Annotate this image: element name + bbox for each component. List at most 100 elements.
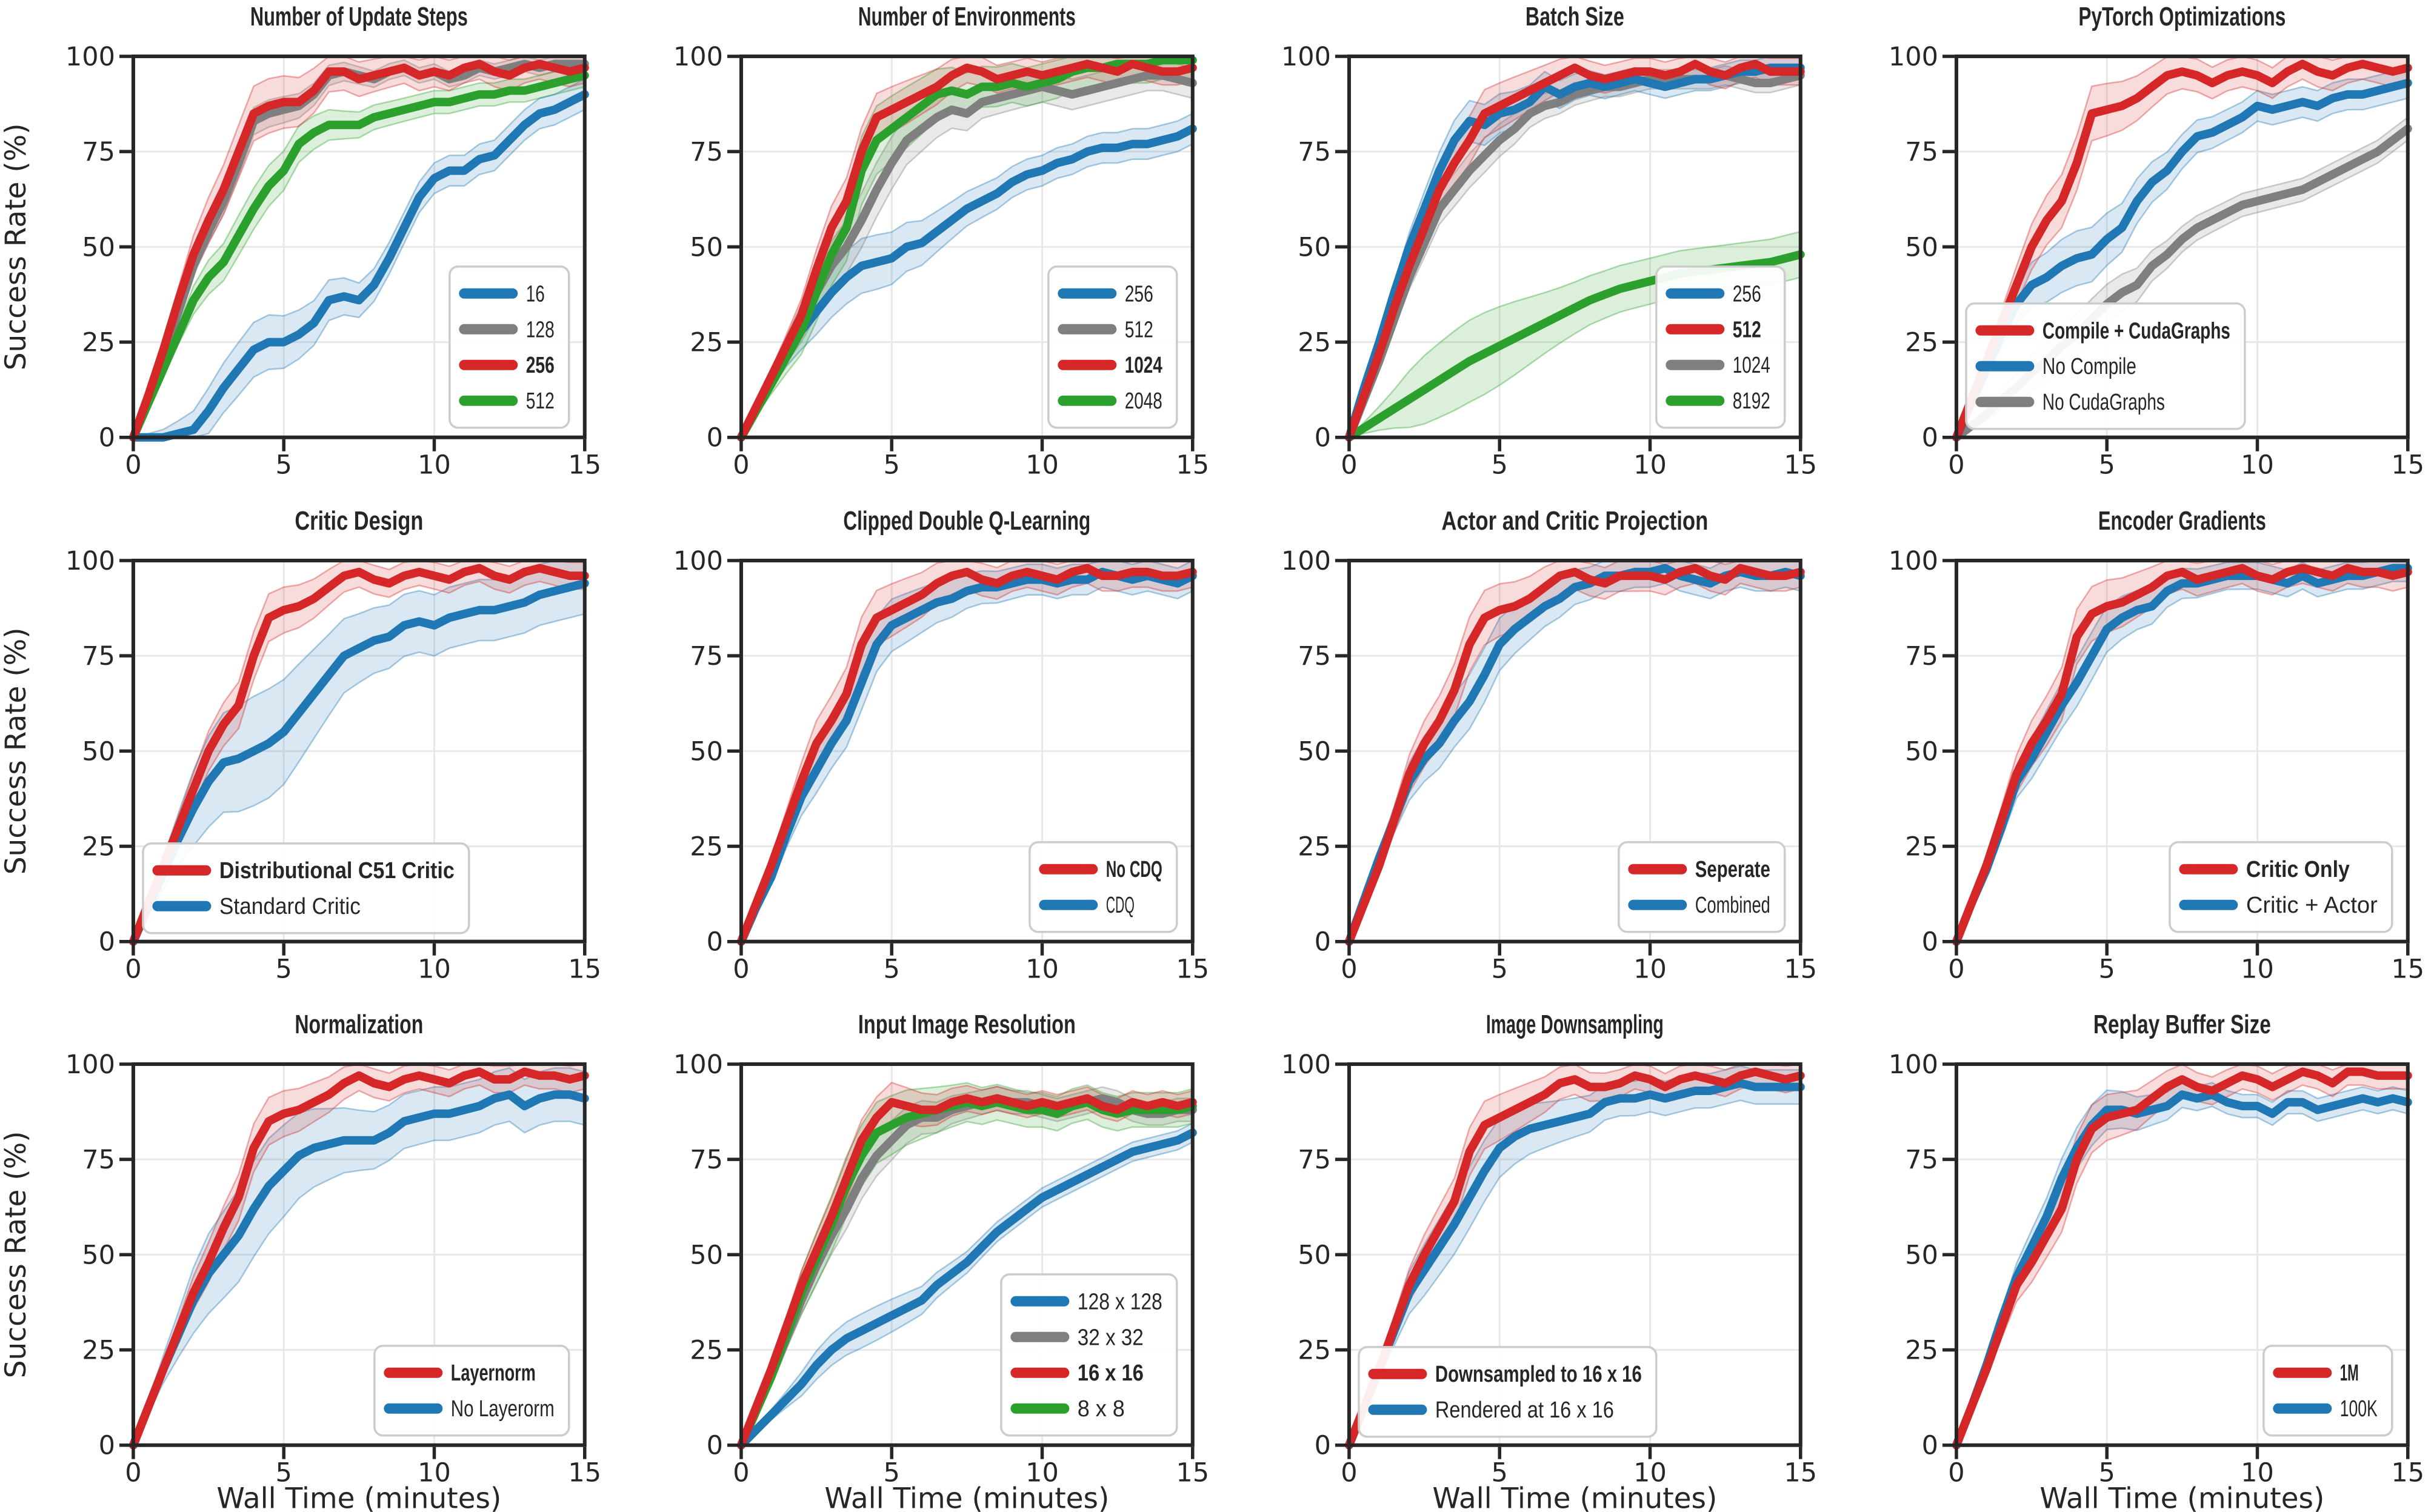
series-line-128-x-128: [736, 1128, 1197, 1450]
legend: Layernorm No Layerorm: [373, 1345, 570, 1437]
y-tick-label: 0: [706, 423, 722, 453]
legend-label: 1024: [1732, 353, 1770, 378]
y-tick-label: 75: [82, 641, 115, 671]
legend-box: [999, 1273, 1178, 1437]
legend: 128 x 128 32 x 32 16 x 16 8 x 8: [999, 1273, 1178, 1437]
x-tick-label: 15: [2392, 450, 2425, 481]
x-tick-label: 10: [2241, 450, 2274, 481]
y-tick-label: 0: [99, 423, 115, 453]
x-tick-label: 5: [2099, 954, 2115, 984]
legend-label: CDQ: [1106, 893, 1135, 918]
y-tick-label: 100: [1281, 1050, 1330, 1080]
plot-frame: [739, 54, 1195, 439]
x-tick-label: 10: [1025, 1458, 1059, 1488]
legend-label: 512: [1732, 317, 1761, 342]
legend-box: [2169, 841, 2393, 933]
y-tick-label: 50: [1298, 1241, 1331, 1271]
series-band-edge-lower: [132, 86, 585, 438]
legend-label: 256: [526, 353, 555, 378]
y-tick-label: 0: [1314, 1431, 1330, 1461]
series-band-edge-lower: [1956, 580, 2409, 942]
legend-label: 16: [526, 281, 545, 307]
y-tick-label: 0: [706, 1431, 722, 1461]
y-tick-label: 0: [99, 1431, 115, 1461]
y-tick-label: 50: [690, 232, 723, 262]
series-band-edge-upper: [132, 55, 585, 438]
y-tick-label: 100: [1281, 546, 1330, 576]
legend-box: [1965, 302, 2246, 430]
x-tick-label: 0: [733, 1458, 749, 1488]
x-tick-label: 10: [1633, 450, 1667, 481]
y-tick-label: 50: [82, 736, 115, 767]
legend: Compile + CudaGraphs No Compile No CudaGra…: [1965, 302, 2246, 430]
x-axis-label: Wall Time (minutes): [2040, 1482, 2325, 1512]
legend-label: Standard Critic: [219, 894, 361, 919]
y-tick-label: 75: [690, 1145, 723, 1175]
legend-label: 32 x 32: [1078, 1325, 1144, 1351]
chart-title: Input Image Resolution: [858, 1010, 1076, 1039]
legend-label: 2048: [1125, 388, 1162, 414]
legend: 256 512 1024 8192: [1655, 265, 1786, 429]
y-tick-label: 50: [690, 1241, 723, 1271]
y-tick-label: 25: [690, 1336, 723, 1366]
series-line-compile-cudagraphs: [1952, 59, 2413, 442]
y-tick-label: 25: [1298, 328, 1331, 358]
legend-box: [2263, 1345, 2393, 1437]
legend-label: 1024: [1125, 353, 1162, 378]
series-band-edge-lower: [1348, 582, 1801, 942]
y-tick-label: 100: [1889, 1050, 1938, 1080]
chart-pytorch-optimizations: 0 5 10 15 0 25 50 75 100 PyTorch Optimizations Com…: [1889, 2, 2425, 481]
x-tick-label: 15: [568, 450, 601, 481]
y-tick-label: 50: [82, 1241, 115, 1271]
y-tick-label: 50: [1906, 1241, 1939, 1271]
x-axis-label: Wall Time (minutes): [216, 1482, 501, 1512]
series-band-edge-upper: [740, 1082, 1193, 1446]
y-axis-label: Success Rate (%): [0, 123, 33, 370]
series-line-512: [1344, 59, 1805, 442]
x-tick-label: 10: [418, 450, 451, 481]
y-tick-label: 50: [1298, 736, 1331, 767]
subplot-clipped-double-q-learning: 0 5 10 15 0 25 50 75 100 Clipped Double Q-Learnin…: [608, 504, 1216, 1008]
x-tick-label: 0: [733, 450, 749, 481]
series-band-downsampled-to-16-x-16: [1349, 1064, 1801, 1446]
chart-title: Critic Design: [295, 506, 423, 536]
legend-label: No Compile: [2043, 354, 2136, 379]
chart-title: Batch Size: [1525, 2, 1624, 32]
x-tick-label: 0: [1949, 954, 1965, 984]
y-tick-label: 25: [690, 831, 723, 862]
y-tick-label: 100: [1889, 42, 1938, 72]
chart-title: Actor and Critic Projection: [1441, 506, 1708, 536]
legend-label: No CudaGraphs: [2043, 390, 2165, 415]
y-tick-label: 75: [1298, 1145, 1331, 1175]
x-tick-label: 0: [125, 1458, 141, 1488]
legend-label: 256: [1125, 281, 1153, 307]
legend-label: 16 x 16: [1078, 1361, 1144, 1387]
y-tick-label: 50: [82, 232, 115, 262]
x-tick-label: 5: [276, 450, 292, 481]
legend-label: 128: [526, 317, 555, 342]
legend: Distributional C51 Critic Standard Critic: [142, 842, 470, 934]
x-tick-label: 15: [2392, 1458, 2425, 1488]
subplot-actor-and-critic-projection: 0 5 10 15 0 25 50 75 100 Actor and Critic Project…: [1216, 504, 1824, 1008]
series-band-no-compile: [1956, 67, 2409, 438]
x-tick-label: 15: [568, 1458, 601, 1488]
plot-frame: [1955, 558, 2410, 944]
x-tick-label: 10: [1025, 954, 1059, 984]
x-tick-label: 15: [568, 954, 601, 984]
y-tick-label: 50: [690, 736, 723, 767]
subplot-number-of-environments: 0 5 10 15 0 25 50 75 100 Number of Environments 25…: [608, 0, 1216, 504]
chart-image-downsampling: 0 5 10 15 0 25 50 75 100 Image Downsampling Wall T…: [1281, 1010, 1816, 1512]
legend-label: Compile + CudaGraphs: [2043, 318, 2230, 344]
plot-frame: [131, 54, 587, 439]
y-tick-label: 25: [82, 1336, 115, 1366]
legend-box: [1357, 1346, 1658, 1438]
subplot-pytorch-optimizations: 0 5 10 15 0 25 50 75 100 PyTorch Optimizations Com…: [1823, 0, 2431, 504]
legend-box: [1047, 265, 1178, 429]
subplot-critic-design: 0 5 10 15 0 25 50 75 100 Critic Design Success Rat…: [0, 504, 608, 1008]
legend-box: [1028, 841, 1178, 933]
chart-title: Number of Update Steps: [250, 2, 468, 32]
plot-frame: [131, 1062, 587, 1448]
series-band-edge-lower: [1348, 84, 1801, 438]
series-line-16-x-16: [736, 1094, 1197, 1450]
